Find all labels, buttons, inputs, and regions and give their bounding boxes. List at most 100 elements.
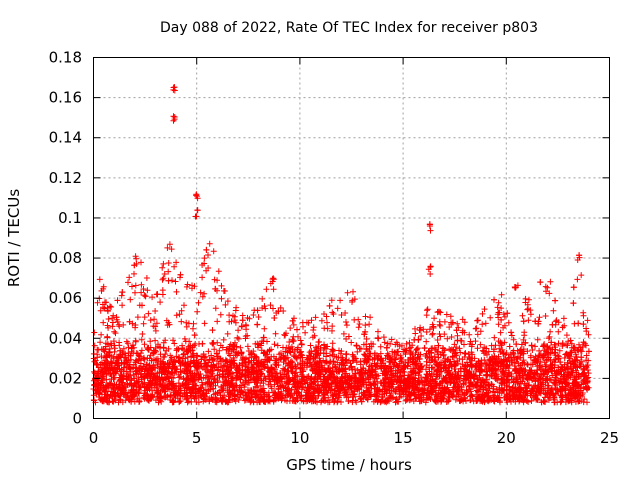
data-point bbox=[501, 322, 508, 329]
data-point bbox=[498, 305, 505, 312]
data-point bbox=[563, 350, 570, 357]
data-point bbox=[306, 349, 313, 356]
data-point bbox=[290, 337, 297, 344]
data-point bbox=[261, 325, 268, 332]
data-point bbox=[501, 313, 508, 320]
data-point bbox=[209, 327, 216, 334]
data-point bbox=[381, 383, 388, 390]
data-point bbox=[132, 282, 139, 289]
data-point bbox=[243, 326, 250, 333]
data-point bbox=[459, 329, 466, 336]
data-point bbox=[479, 347, 486, 354]
data-point bbox=[167, 352, 174, 359]
data-point bbox=[473, 325, 480, 332]
data-points bbox=[90, 84, 592, 406]
data-point bbox=[159, 287, 166, 294]
data-point bbox=[291, 315, 297, 322]
data-point bbox=[132, 289, 138, 296]
data-point bbox=[250, 312, 257, 318]
data-point bbox=[232, 319, 239, 326]
data-point bbox=[513, 370, 520, 377]
data-point bbox=[217, 311, 224, 318]
data-point bbox=[482, 320, 489, 327]
data-point bbox=[288, 343, 295, 350]
data-point bbox=[183, 319, 190, 326]
data-point bbox=[242, 335, 249, 342]
data-point bbox=[127, 296, 134, 303]
data-point bbox=[580, 321, 587, 328]
data-point bbox=[133, 255, 140, 262]
data-point bbox=[195, 299, 202, 306]
data-point bbox=[278, 350, 284, 357]
data-point bbox=[138, 289, 145, 296]
data-point bbox=[138, 259, 144, 266]
data-point bbox=[522, 339, 529, 346]
data-point bbox=[456, 345, 463, 352]
data-point bbox=[198, 379, 205, 386]
data-point bbox=[472, 338, 479, 345]
data-point bbox=[356, 321, 363, 327]
data-point bbox=[97, 339, 104, 346]
data-point bbox=[454, 320, 461, 327]
data-point bbox=[338, 312, 345, 318]
data-point bbox=[475, 317, 481, 324]
data-point bbox=[294, 326, 300, 333]
data-point bbox=[212, 305, 219, 312]
data-point bbox=[259, 305, 266, 311]
data-point bbox=[257, 382, 264, 389]
data-point bbox=[139, 331, 146, 337]
data-point bbox=[513, 366, 520, 373]
data-point bbox=[429, 331, 436, 338]
data-point bbox=[403, 340, 410, 347]
data-point bbox=[199, 262, 206, 268]
data-point bbox=[141, 292, 148, 299]
data-point bbox=[517, 367, 523, 374]
data-point bbox=[447, 313, 454, 320]
data-point bbox=[459, 361, 466, 368]
data-point bbox=[457, 349, 464, 356]
data-point bbox=[367, 314, 374, 321]
data-point bbox=[378, 364, 385, 371]
data-point bbox=[558, 363, 565, 370]
data-point bbox=[209, 341, 216, 348]
data-point bbox=[211, 346, 218, 353]
data-point bbox=[214, 377, 221, 384]
data-point bbox=[259, 295, 266, 302]
data-point bbox=[443, 311, 450, 318]
data-point bbox=[100, 319, 107, 326]
data-point bbox=[489, 372, 496, 378]
data-point bbox=[233, 304, 240, 311]
data-point bbox=[501, 371, 508, 378]
data-point bbox=[578, 348, 585, 355]
data-point bbox=[101, 305, 108, 312]
data-point bbox=[564, 342, 571, 349]
data-point bbox=[423, 366, 429, 373]
data-point bbox=[145, 310, 152, 317]
data-point bbox=[100, 285, 107, 292]
data-point bbox=[328, 297, 335, 304]
data-point bbox=[362, 313, 369, 320]
data-point bbox=[505, 319, 512, 326]
data-point bbox=[542, 376, 549, 383]
data-point bbox=[111, 393, 118, 400]
data-point bbox=[555, 319, 562, 326]
data-point bbox=[111, 328, 118, 335]
data-point bbox=[351, 316, 358, 323]
data-point bbox=[201, 255, 208, 262]
data-point bbox=[118, 371, 125, 378]
data-point bbox=[290, 321, 297, 328]
data-point bbox=[129, 283, 135, 290]
data-point bbox=[412, 330, 419, 337]
data-point bbox=[429, 330, 436, 337]
data-point bbox=[574, 276, 581, 283]
data-point bbox=[153, 320, 160, 327]
data-point bbox=[403, 396, 410, 403]
data-point bbox=[183, 283, 190, 290]
data-point bbox=[519, 312, 526, 319]
data-point bbox=[506, 354, 513, 361]
data-point bbox=[119, 351, 126, 358]
data-point bbox=[511, 367, 518, 373]
data-point bbox=[334, 305, 341, 312]
data-point bbox=[527, 311, 534, 318]
